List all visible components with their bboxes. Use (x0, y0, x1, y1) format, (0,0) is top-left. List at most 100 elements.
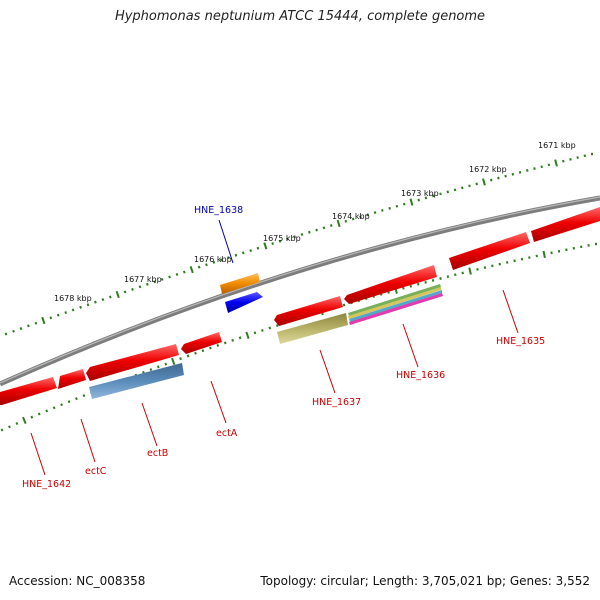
inner-ruler-minor-tick (82, 394, 86, 398)
genome-backbone-highlight (0, 196, 600, 384)
outer-ruler-minor-tick (431, 194, 435, 198)
outer-ruler-major-tick (115, 290, 120, 299)
gene-feature-ecta[interactable] (181, 332, 222, 354)
outer-ruler-major-tick (409, 198, 414, 206)
outer-ruler-minor-tick (366, 213, 370, 217)
inner-ruler-major-tick (22, 416, 27, 424)
inner-ruler-minor-tick (156, 365, 160, 369)
gene-feature-hne-1634[interactable] (531, 207, 600, 242)
inner-ruler-minor-tick (550, 251, 553, 255)
outer-ruler-minor-tick (533, 167, 536, 170)
outer-ruler-minor-tick (373, 211, 377, 214)
outer-ruler-minor-tick (329, 224, 333, 227)
outer-ruler (4, 152, 593, 336)
outer-ruler-minor-tick (278, 239, 282, 243)
gene-feature-hne-1636[interactable] (344, 265, 437, 304)
accession-text: Accession: NC_008358 (9, 574, 146, 588)
gene-feature-ectc[interactable] (58, 369, 86, 389)
inner-ruler-minor-tick (52, 406, 56, 410)
outer-ruler-minor-tick (300, 233, 304, 236)
outer-ruler-minor-tick (388, 206, 391, 210)
inner-ruler-minor-tick (513, 259, 516, 263)
inner-ruler-minor-tick (416, 282, 420, 286)
gene-label-hne-1638[interactable]: HNE_1638 (194, 205, 243, 216)
gene-label-hne-1635[interactable]: HNE_1635 (496, 336, 545, 347)
inner-ruler-minor-tick (461, 271, 464, 275)
outer-ruler-minor-tick (344, 219, 348, 223)
gene-feature-hne-1635[interactable] (449, 232, 530, 270)
inner-ruler-major-tick (245, 331, 250, 340)
tick-label-1672: 1672 kbp (469, 165, 507, 174)
outer-ruler-minor-tick (497, 176, 500, 180)
gene-feature-hne-1638-orange[interactable] (220, 273, 260, 294)
gene-label-ectb[interactable]: ectB (147, 448, 168, 459)
outer-ruler-minor-tick (86, 303, 90, 307)
outer-ruler-minor-tick (562, 159, 565, 163)
outer-ruler-minor-tick (489, 178, 493, 182)
inner-ruler-minor-tick (491, 264, 494, 268)
gene-label-hne-1636[interactable]: HNE_1636 (396, 370, 445, 381)
inner-ruler-minor-tick (261, 329, 264, 332)
gene-feature-ectb[interactable] (86, 344, 179, 381)
gene-label-hne-1642[interactable]: HNE_1642 (22, 479, 71, 490)
outer-ruler-major-tick (189, 265, 194, 274)
reverse-strand-features (0, 265, 437, 405)
outer-ruler-minor-tick (12, 329, 15, 333)
gene-feature-hne-1638-blue[interactable] (225, 292, 263, 313)
hne-1636-domain-features[interactable] (348, 284, 443, 325)
outer-ruler-minor-tick (146, 282, 149, 286)
inner-ruler-minor-tick (0, 428, 4, 432)
outer-ruler-minor-tick (197, 265, 201, 269)
tick-label-1678: 1678 kbp (54, 294, 92, 303)
outer-ruler-minor-tick (71, 308, 75, 312)
tick-label-1674: 1674 kbp (332, 212, 370, 221)
genome-backbone (0, 195, 600, 387)
inner-ruler-minor-tick (37, 412, 41, 416)
secondary-features (89, 284, 443, 399)
inner-ruler-minor-tick (520, 257, 524, 261)
outer-ruler-major-tick (336, 219, 341, 228)
outer-ruler-minor-tick (27, 324, 30, 328)
ectb-domain-feature[interactable] (89, 363, 184, 399)
outer-ruler-minor-tick (123, 290, 127, 294)
outer-ruler-minor-tick (381, 209, 384, 212)
scale-labels: 1671 kbp 1672 kbp 1673 kbp 1674 kbp 1675… (54, 141, 576, 303)
outer-ruler-major-tick (482, 178, 486, 186)
inner-ruler-minor-tick (528, 256, 531, 259)
outer-ruler-minor-tick (322, 226, 326, 230)
gene-feature-hne-1637[interactable] (274, 296, 343, 326)
hne-1637-domain-feature[interactable] (277, 313, 348, 344)
outer-ruler-major-tick (554, 159, 558, 167)
outer-ruler-minor-tick (212, 260, 216, 264)
outer-ruler-minor-tick (293, 235, 296, 239)
inner-ruler-minor-tick (498, 262, 501, 266)
outer-ruler-minor-tick (475, 182, 478, 186)
outer-ruler-minor-tick (576, 156, 579, 159)
inner-ruler-minor-tick (268, 326, 272, 330)
outer-ruler-minor-tick (79, 305, 82, 309)
inner-ruler-minor-tick (149, 368, 153, 372)
outer-ruler-minor-tick (153, 280, 157, 284)
outer-ruler-minor-tick (511, 172, 515, 176)
gene-label-ectc[interactable]: ectC (85, 466, 107, 477)
inner-ruler-minor-tick (424, 280, 427, 284)
outer-ruler-minor-tick (256, 246, 260, 250)
inner-ruler-minor-tick (75, 397, 78, 401)
inner-ruler-minor-tick (45, 409, 49, 413)
inner-ruler-minor-tick (238, 336, 242, 340)
gene-label-ecta[interactable]: ectA (216, 428, 238, 439)
outer-ruler-minor-tick (446, 190, 450, 194)
outer-ruler-minor-tick (4, 332, 8, 336)
tick-label-1677: 1677 kbp (124, 275, 162, 284)
inner-ruler-minor-tick (431, 278, 435, 282)
gene-label-hne-1637[interactable]: HNE_1637 (312, 397, 361, 408)
outer-ruler-minor-tick (583, 154, 587, 158)
outer-ruler-minor-tick (286, 237, 289, 241)
outer-ruler-minor-tick (460, 186, 464, 190)
gene-feature-hne-1642[interactable] (0, 377, 57, 405)
outer-ruler-minor-tick (569, 157, 572, 161)
outer-ruler-minor-tick (64, 311, 68, 315)
outer-ruler-minor-tick (19, 327, 23, 331)
inner-ruler-minor-tick (505, 261, 509, 264)
